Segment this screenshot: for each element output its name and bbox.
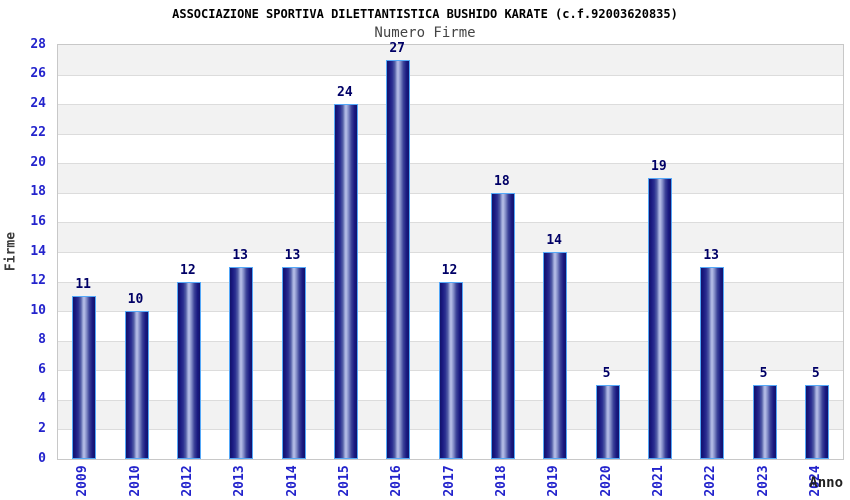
- y-tick-label: 0: [38, 450, 46, 466]
- x-tick-label: 2017: [441, 465, 457, 497]
- bar: [333, 104, 358, 459]
- bar: [386, 59, 411, 459]
- bar: [281, 266, 306, 459]
- grid-band: [58, 133, 843, 164]
- y-tick-label: 16: [30, 213, 46, 229]
- bar-value-label: 5: [759, 366, 768, 382]
- x-tick-label: 2012: [179, 465, 195, 497]
- x-tick-label: 2018: [493, 465, 509, 497]
- x-tick-label: 2023: [755, 465, 771, 497]
- chart-subtitle: Numero Firme: [374, 25, 476, 41]
- bar: [229, 266, 254, 459]
- bar: [72, 296, 97, 459]
- x-tick-label: 2021: [650, 465, 666, 497]
- x-tick-label: 2014: [284, 465, 300, 497]
- bar: [647, 178, 672, 459]
- x-tick-label: 2020: [598, 465, 614, 497]
- bar: [700, 266, 725, 459]
- chart-title: ASSOCIAZIONE SPORTIVA DILETTANTISTICA BU…: [172, 7, 678, 21]
- bar: [595, 385, 620, 459]
- grid-band: [58, 163, 843, 193]
- y-tick-label: 6: [38, 361, 46, 377]
- bar: [176, 281, 201, 459]
- y-tick-label: 8: [38, 332, 46, 348]
- y-tick-label: 26: [30, 66, 46, 82]
- bar-value-label: 27: [389, 40, 405, 56]
- bar-value-label: 13: [284, 247, 301, 263]
- x-tick-label: 2019: [546, 465, 562, 497]
- grid-band: [58, 192, 843, 223]
- bar-value-label: 19: [651, 159, 667, 175]
- y-tick-label: 12: [30, 273, 46, 289]
- y-tick-label: 10: [30, 302, 46, 318]
- bar-value-label: 18: [494, 173, 510, 189]
- y-tick-label: 22: [30, 125, 46, 141]
- x-tick-label: 2010: [127, 465, 143, 497]
- bar: [438, 281, 463, 459]
- y-tick-label: 18: [30, 184, 46, 200]
- bar-value-label: 12: [441, 262, 458, 278]
- x-tick-label: 2015: [336, 465, 352, 497]
- bar-value-label: 5: [602, 366, 611, 382]
- y-tick-label: 20: [30, 154, 46, 170]
- x-axis-title: Anno: [809, 475, 843, 491]
- x-tick-label: 2022: [703, 465, 719, 497]
- bar: [804, 385, 829, 459]
- y-tick-label: 24: [30, 95, 46, 111]
- grid-band: [58, 45, 843, 75]
- bar: [752, 385, 777, 459]
- grid-band: [58, 104, 843, 134]
- bar-value-label: 13: [703, 247, 719, 263]
- x-tick-label: 2009: [75, 465, 91, 497]
- plot-area: [57, 44, 844, 460]
- bar: [490, 192, 515, 459]
- x-tick-label: 2013: [232, 465, 248, 497]
- bar: [543, 252, 568, 459]
- bar: [124, 311, 149, 459]
- bar-value-label: 5: [811, 366, 820, 382]
- y-tick-label: 4: [38, 391, 46, 407]
- y-tick-label: 2: [38, 420, 46, 436]
- bar-value-label: 13: [232, 247, 248, 263]
- y-tick-label: 14: [30, 243, 46, 259]
- bar-value-label: 11: [75, 277, 91, 293]
- y-tick-label: 28: [30, 36, 46, 52]
- bar-value-label: 24: [337, 85, 353, 101]
- grid-band: [58, 222, 843, 252]
- bar-value-label: 12: [180, 262, 196, 278]
- bar-value-label: 10: [127, 292, 144, 308]
- x-tick-label: 2016: [389, 465, 405, 497]
- bar-value-label: 14: [546, 233, 562, 248]
- grid-band: [58, 74, 843, 105]
